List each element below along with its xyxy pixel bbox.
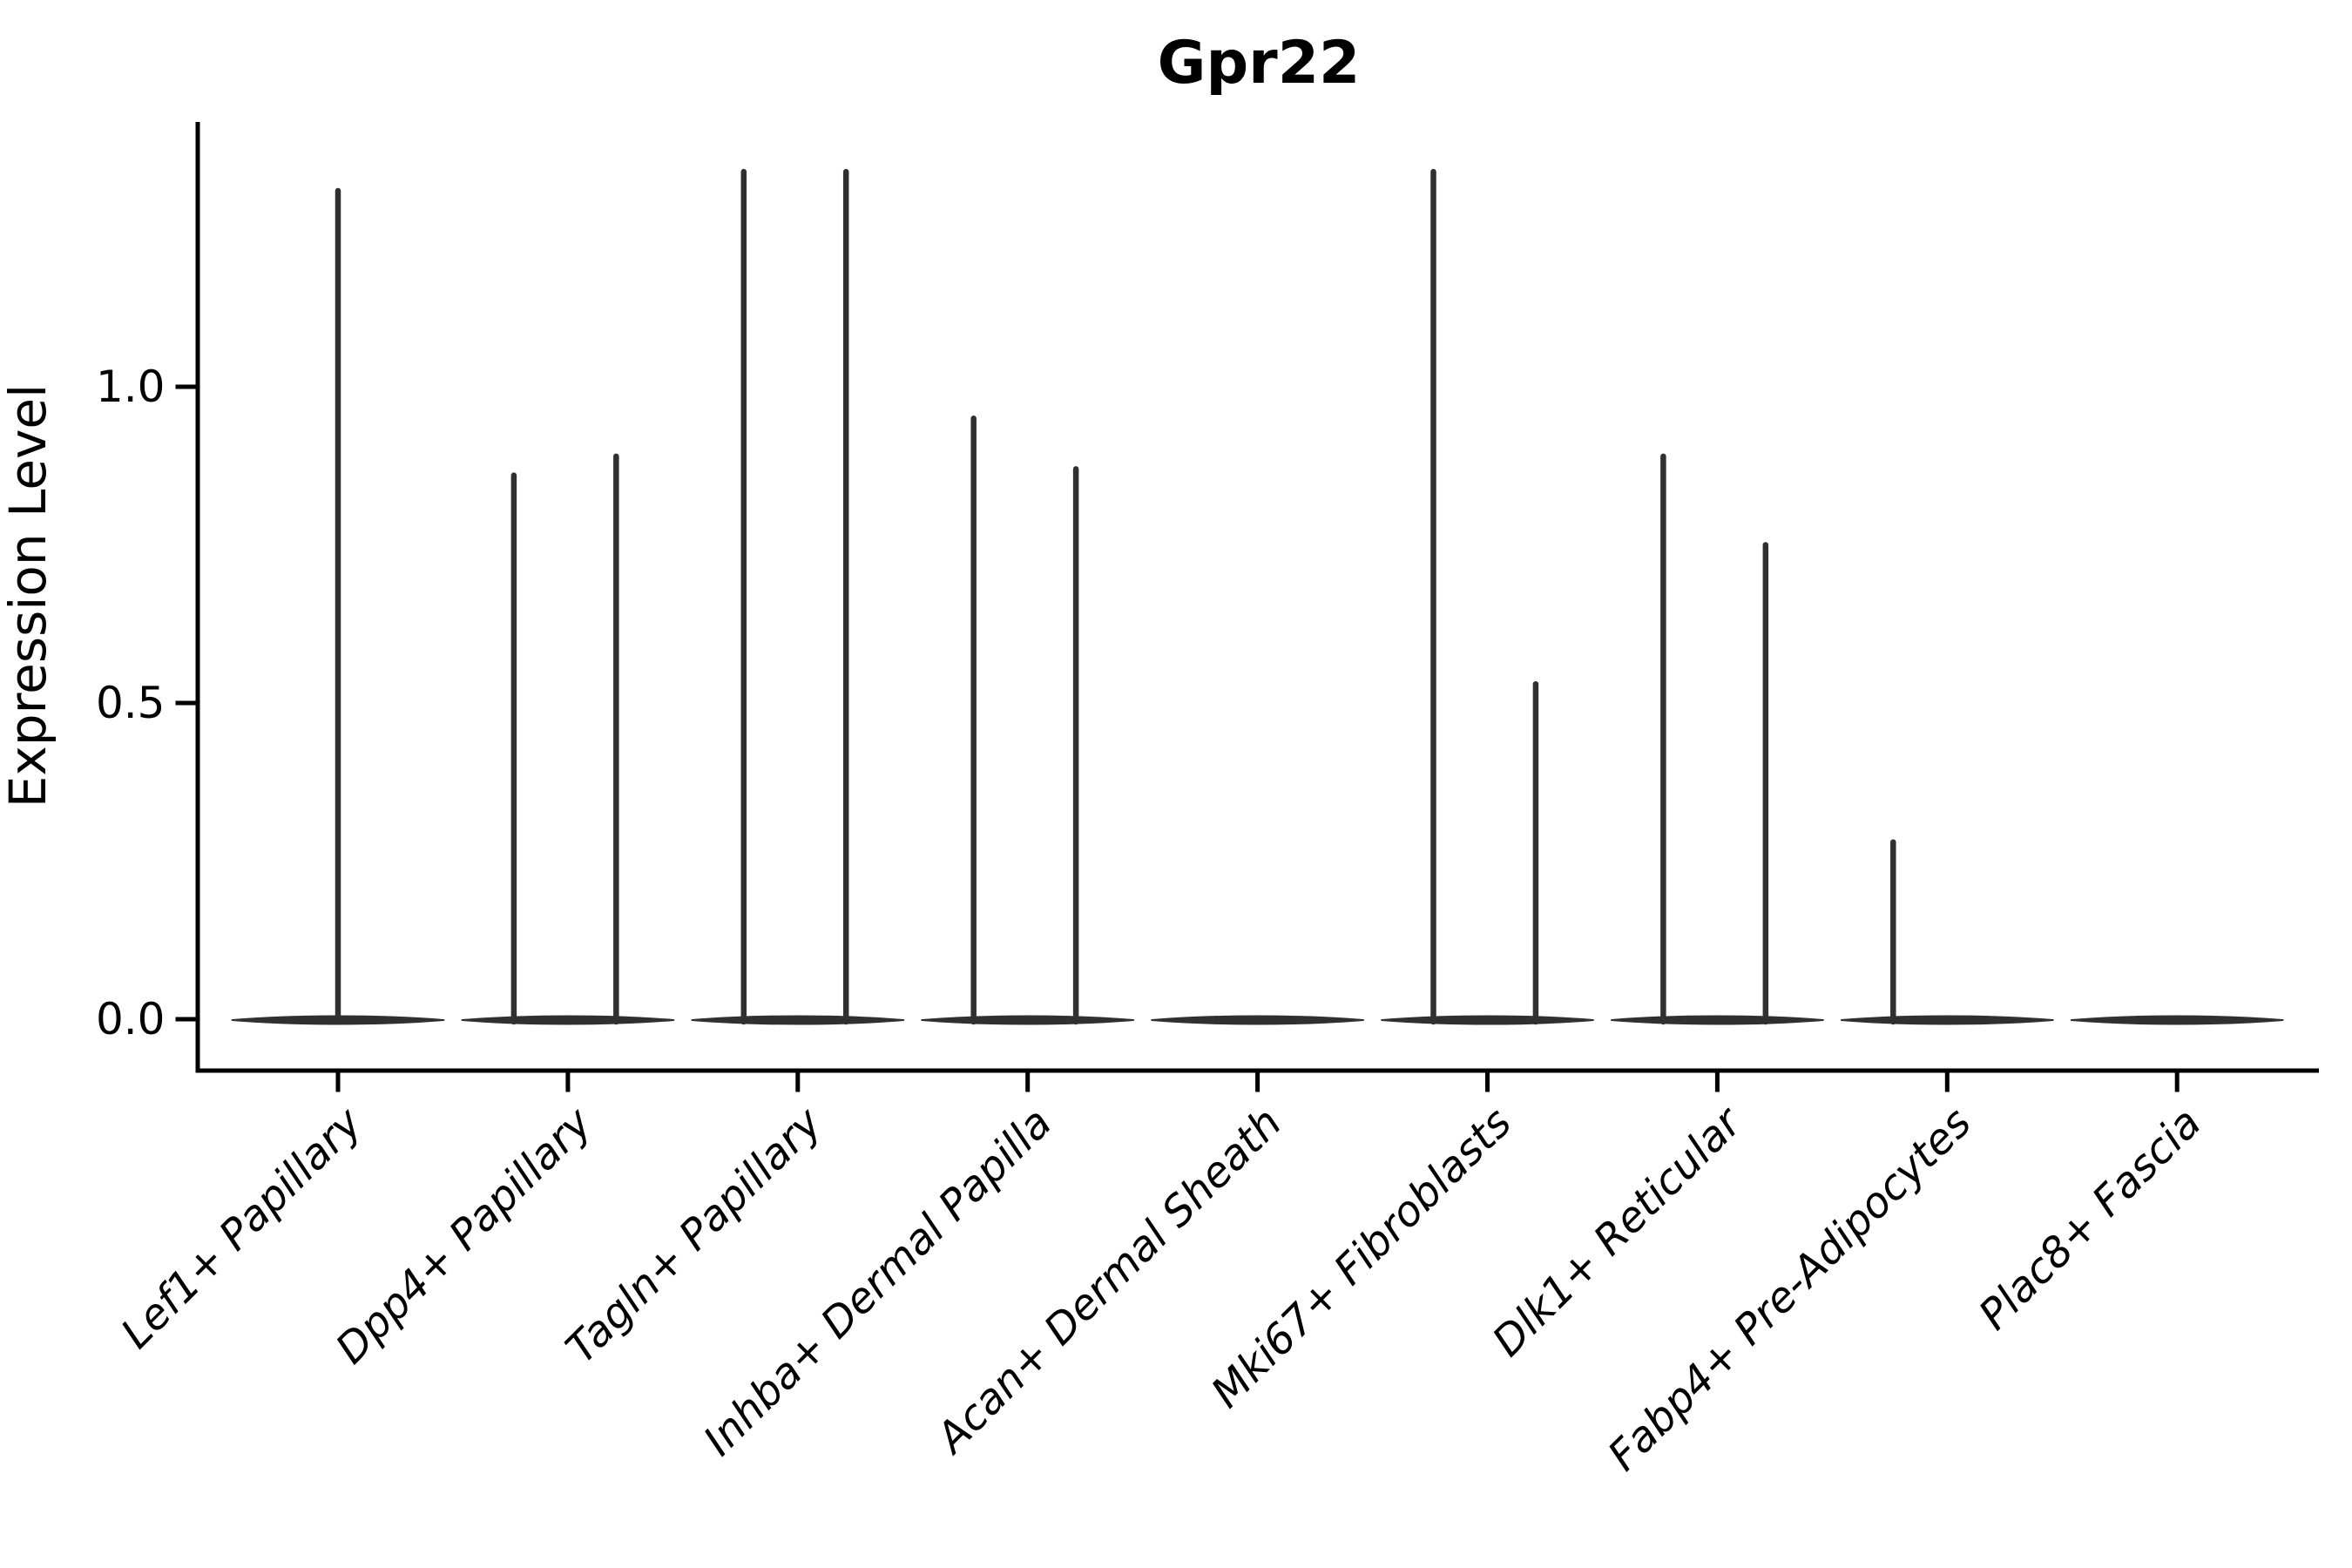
x-tick-mark — [795, 1071, 801, 1092]
violin-base — [461, 1015, 675, 1025]
violin-base — [231, 1015, 445, 1025]
violin-base — [1840, 1015, 2054, 1025]
x-tick-label: Plac8+ Fascia — [1970, 1098, 2211, 1340]
violin-base — [921, 1015, 1135, 1025]
y-tick-mark — [175, 700, 196, 706]
x-axis-spine — [195, 1068, 2319, 1073]
violins-layer — [231, 168, 2284, 1025]
x-tick-mark — [565, 1071, 571, 1092]
x-tick-mark — [1485, 1071, 1490, 1092]
x-tick-label: Dlk1+ Reticular — [1484, 1097, 1754, 1367]
violin-base — [1151, 1015, 1364, 1025]
violin-base — [2070, 1015, 2284, 1025]
y-tick-mark — [175, 1017, 196, 1022]
x-tick-mark — [1025, 1071, 1031, 1092]
chart-title: Gpr22 — [1158, 29, 1361, 98]
violin-base — [691, 1015, 905, 1025]
x-tick-label: Dpp4+ Papillary — [327, 1098, 602, 1373]
violin-base — [1611, 1015, 1824, 1025]
x-tick-mark — [1714, 1071, 1720, 1092]
violin-base — [1381, 1015, 1594, 1025]
x-tick-label: Fabp4+ Pre-Adipocytes — [1598, 1098, 1981, 1481]
x-tick-mark — [335, 1071, 341, 1092]
x-tick-mark — [1944, 1071, 1950, 1092]
y-tick-label: 1.0 — [96, 362, 166, 412]
y-axis-spine — [195, 122, 200, 1073]
x-tick-label: Tagln+ Papillary — [557, 1098, 832, 1373]
x-tick-mark — [2174, 1071, 2180, 1092]
x-tick-label: Lef1+ Papillary — [112, 1098, 372, 1358]
y-axis-label: Expression Level — [0, 384, 57, 808]
y-tick-mark — [175, 384, 196, 389]
y-tick-label: 0.0 — [96, 994, 166, 1044]
x-tick-mark — [1255, 1071, 1260, 1092]
y-tick-label: 0.5 — [96, 678, 166, 728]
axes-layer — [175, 122, 2319, 1092]
